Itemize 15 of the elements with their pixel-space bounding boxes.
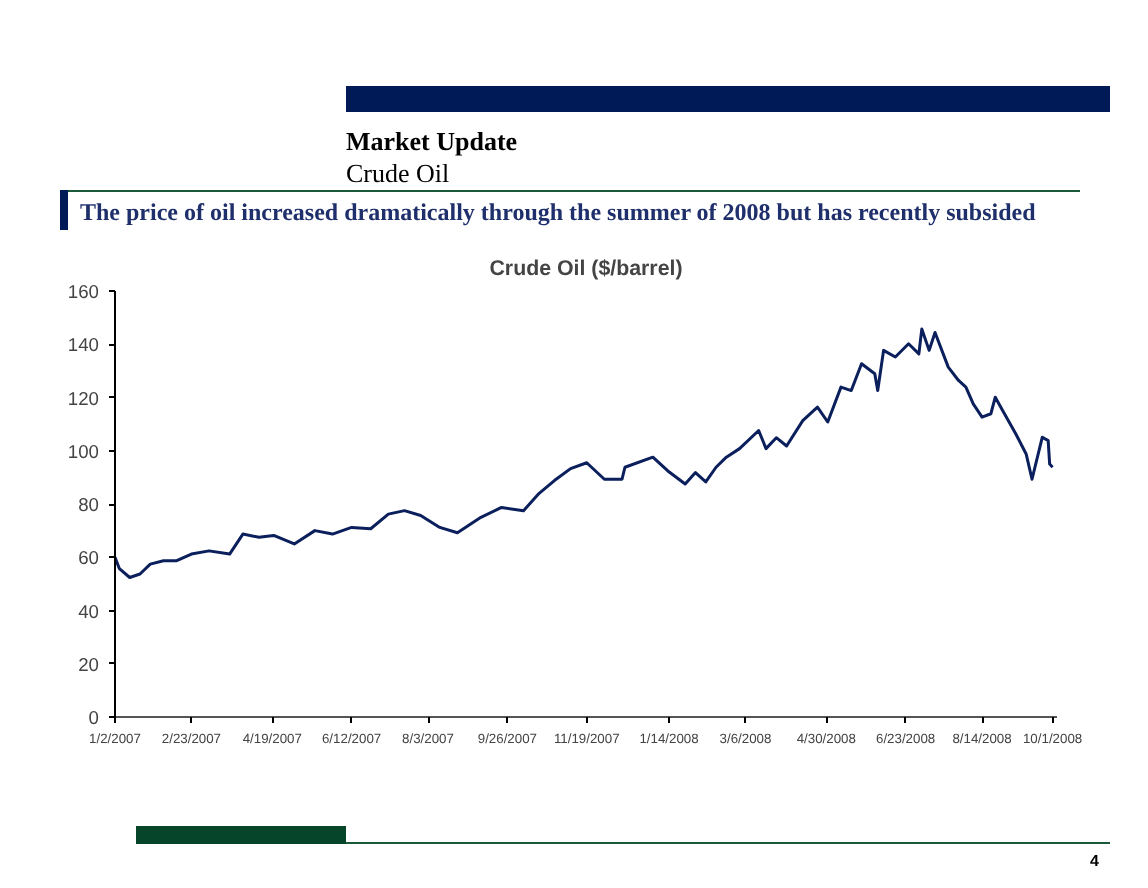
y-tick-label: 100 <box>67 441 100 462</box>
text: 4 <box>1090 850 1099 873</box>
y-tick-label: 140 <box>67 335 100 356</box>
y-tick-label: 120 <box>67 388 100 409</box>
y-tick-label: 80 <box>78 495 100 515</box>
chart-subtitle: The price of oil increased dramatically through the summer of 2008 but has recently subsided <box>80 196 1036 230</box>
text: Crude Oil <box>346 156 450 192</box>
y-tick-label: 60 <box>78 548 100 569</box>
line-series <box>115 327 1055 579</box>
y-tick-label: 20 <box>78 654 100 675</box>
y-tick-label: 0 <box>88 708 100 728</box>
y-tick-label: 40 <box>78 601 100 622</box>
chart-title: Crude Oil ($/barrel) <box>489 257 684 281</box>
y-tick-label: 160 <box>67 282 100 302</box>
text: Market Update <box>346 124 518 160</box>
